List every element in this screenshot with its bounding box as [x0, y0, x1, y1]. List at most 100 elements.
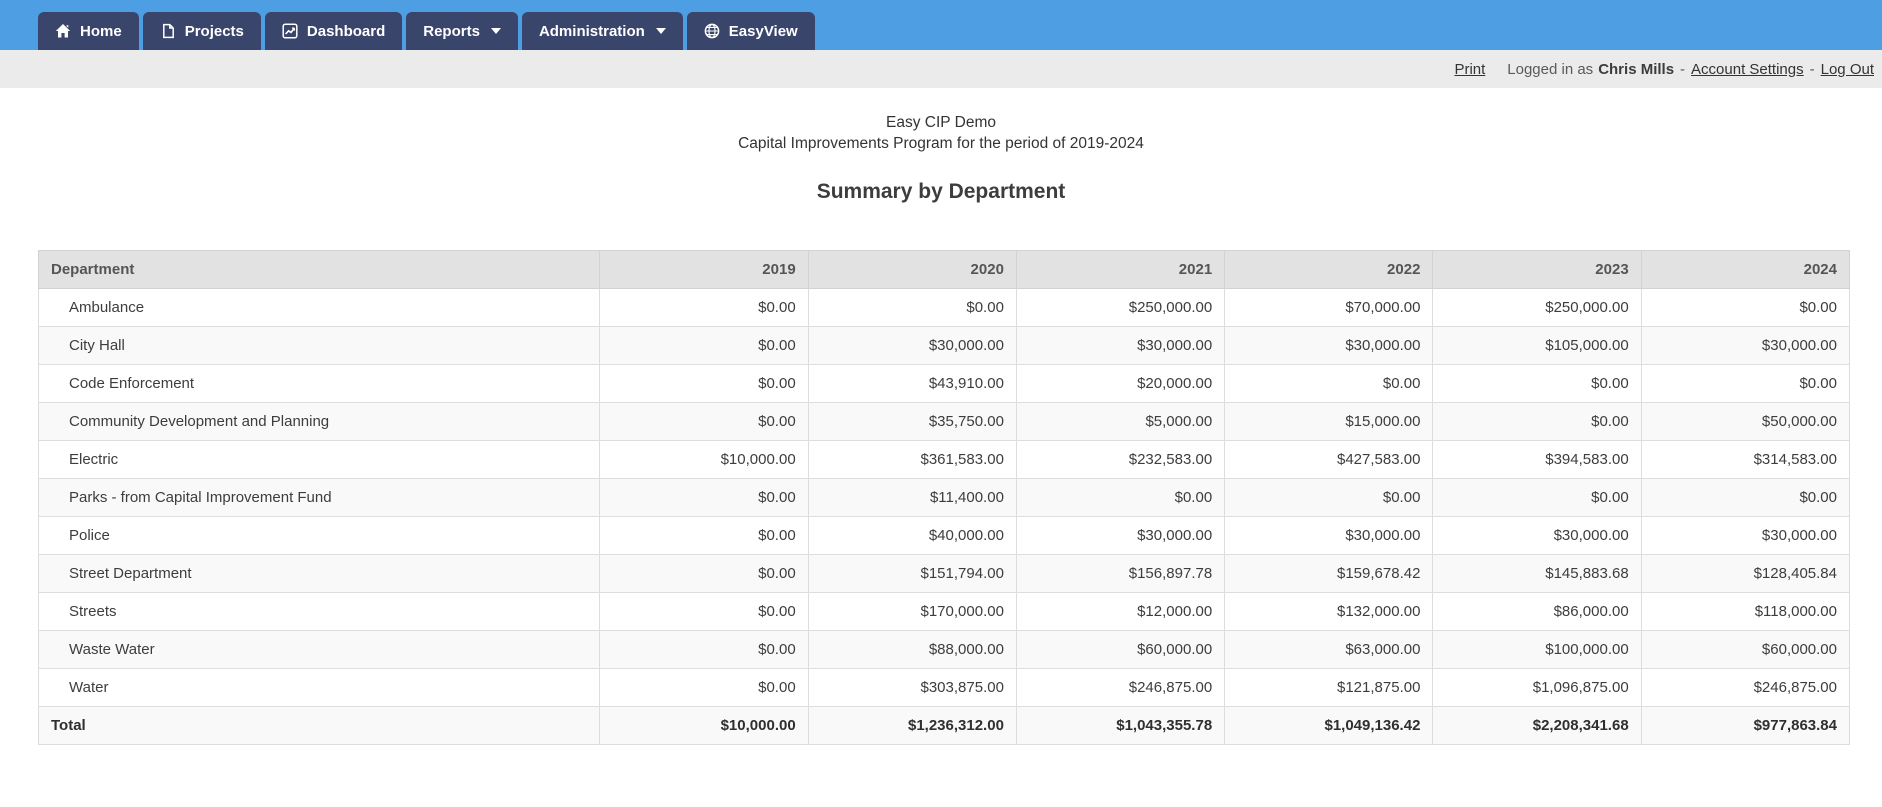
total-amount-2022: $1,049,136.42: [1224, 706, 1434, 745]
nav-tab-easyview[interactable]: EasyView: [686, 12, 815, 50]
user-name: Chris Mills: [1598, 60, 1675, 78]
amount-cell: $0.00: [1640, 288, 1851, 327]
total-amount-2024: $977,863.84: [1640, 706, 1851, 745]
amount-cell: $50,000.00: [1640, 402, 1851, 441]
amount-cell: $12,000.00: [1015, 592, 1226, 631]
nav-tab-projects[interactable]: Projects: [142, 12, 261, 50]
amount-cell: $88,000.00: [807, 630, 1017, 669]
amount-cell: $0.00: [599, 630, 809, 669]
nav-tab-dashboard[interactable]: Dashboard: [264, 12, 403, 50]
amount-cell: $151,794.00: [807, 554, 1017, 593]
column-header-department: Department: [37, 250, 601, 289]
department-name: City Hall: [37, 326, 601, 365]
amount-cell: $105,000.00: [1432, 326, 1642, 365]
amount-cell: $30,000.00: [1015, 326, 1226, 365]
amount-cell: $0.00: [1432, 478, 1642, 517]
column-header-2022: 2022: [1224, 250, 1434, 289]
print-link[interactable]: Print: [1454, 60, 1486, 78]
amount-cell: $0.00: [599, 554, 809, 593]
page-title: Summary by Department: [816, 180, 1066, 203]
amount-cell: $0.00: [1640, 478, 1851, 517]
department-name: Ambulance: [37, 288, 601, 327]
amount-cell: $60,000.00: [1640, 630, 1851, 669]
amount-cell: $0.00: [599, 364, 809, 403]
amount-cell: $250,000.00: [1432, 288, 1642, 327]
amount-cell: $40,000.00: [807, 516, 1017, 555]
department-name: Police: [37, 516, 601, 555]
amount-cell: $60,000.00: [1015, 630, 1226, 669]
nav-tab-reports[interactable]: Reports: [406, 12, 518, 50]
report-subtitle: Capital Improvements Program for the per…: [738, 135, 1144, 152]
amount-cell: $128,405.84: [1640, 554, 1851, 593]
amount-cell: $159,678.42: [1224, 554, 1434, 593]
file-icon: [160, 23, 176, 39]
amount-cell: $86,000.00: [1432, 592, 1642, 631]
log-out-link[interactable]: Log Out: [1820, 60, 1874, 78]
nav-tab-label: Dashboard: [306, 22, 386, 40]
nav-tab-label: EasyView: [728, 22, 798, 40]
amount-cell: $5,000.00: [1015, 402, 1226, 441]
amount-cell: $314,583.00: [1640, 440, 1851, 479]
amount-cell: $246,875.00: [1015, 668, 1226, 707]
amount-cell: $303,875.00: [807, 668, 1017, 707]
table-row: Ambulance $0.00 $0.00 $250,000.00 $70,000.00…: [37, 288, 1851, 327]
amount-cell: $0.00: [599, 288, 809, 327]
amount-cell: $0.00: [1432, 402, 1642, 441]
amount-cell: $0.00: [1015, 478, 1226, 517]
table-row: Parks - from Capital Improvement Fund $0.…: [37, 478, 1851, 517]
account-settings-link[interactable]: Account Settings: [1691, 60, 1804, 78]
amount-cell: $232,583.00: [1015, 440, 1226, 479]
nav-tab-home[interactable]: Home: [38, 12, 139, 50]
table-row: Police $0.00 $40,000.00 $30,000.00 $30,000.0…: [37, 516, 1851, 555]
amount-cell: $250,000.00: [1015, 288, 1226, 327]
table-header-row: Department 2019 2020 2021 2022 2023 2024: [37, 250, 1851, 289]
table-total-row: Total $10,000.00 $1,236,312.00 $1,043,35…: [37, 706, 1851, 745]
amount-cell: $20,000.00: [1015, 364, 1226, 403]
amount-cell: $361,583.00: [807, 440, 1017, 479]
table-row: Electric $10,000.00 $361,583.00 $232,583.00…: [37, 440, 1851, 479]
amount-cell: $70,000.00: [1224, 288, 1434, 327]
org-title: Easy CIP Demo: [886, 114, 996, 131]
amount-cell: $246,875.00: [1640, 668, 1851, 707]
column-header-2024: 2024: [1640, 250, 1851, 289]
total-amount-2021: $1,043,355.78: [1015, 706, 1226, 745]
amount-cell: $118,000.00: [1640, 592, 1851, 631]
home-icon: [55, 23, 71, 39]
department-name: Code Enforcement: [37, 364, 601, 403]
amount-cell: $100,000.00: [1432, 630, 1642, 669]
total-amount-2019: $10,000.00: [599, 706, 809, 745]
amount-cell: $427,583.00: [1224, 440, 1434, 479]
amount-cell: $156,897.78: [1015, 554, 1226, 593]
main-navigation: Home Projects Dashboard Reports Administ…: [38, 12, 815, 50]
table-row: Community Development and Planning $0.00 $…: [37, 402, 1851, 441]
column-header-2023: 2023: [1432, 250, 1642, 289]
total-amount-2023: $2,208,341.68: [1432, 706, 1642, 745]
amount-cell: $30,000.00: [1224, 326, 1434, 365]
column-header-2021: 2021: [1015, 250, 1226, 289]
summary-table-container: Department 2019 2020 2021 2022 2023 2024…: [37, 250, 1851, 745]
table-row: Street Department $0.00 $151,794.00 $156,89…: [37, 554, 1851, 593]
amount-cell: $0.00: [1432, 364, 1642, 403]
amount-cell: $170,000.00: [807, 592, 1017, 631]
amount-cell: $30,000.00: [1432, 516, 1642, 555]
column-header-2020: 2020: [807, 250, 1017, 289]
amount-cell: $121,875.00: [1224, 668, 1434, 707]
amount-cell: $30,000.00: [1015, 516, 1226, 555]
separator-dash: -: [1809, 60, 1815, 78]
amount-cell: $0.00: [1640, 364, 1851, 403]
table-row: Streets $0.00 $170,000.00 $12,000.00 $132,00…: [37, 592, 1851, 631]
summary-by-department-table: Department 2019 2020 2021 2022 2023 2024…: [37, 250, 1851, 745]
amount-cell: $15,000.00: [1224, 402, 1434, 441]
caret-down-icon: [655, 28, 666, 34]
table-row: Water $0.00 $303,875.00 $246,875.00 $121,875…: [37, 668, 1851, 707]
nav-tab-administration[interactable]: Administration: [521, 12, 683, 50]
separator-dash: -: [1680, 60, 1686, 78]
amount-cell: $0.00: [599, 402, 809, 441]
nav-tab-label: Reports: [423, 22, 480, 40]
department-name: Waste Water: [37, 630, 601, 669]
total-label: Total: [37, 706, 601, 745]
amount-cell: $43,910.00: [807, 364, 1017, 403]
amount-cell: $10,000.00: [599, 440, 809, 479]
amount-cell: $0.00: [1224, 364, 1434, 403]
nav-tab-label: Administration: [538, 22, 645, 40]
